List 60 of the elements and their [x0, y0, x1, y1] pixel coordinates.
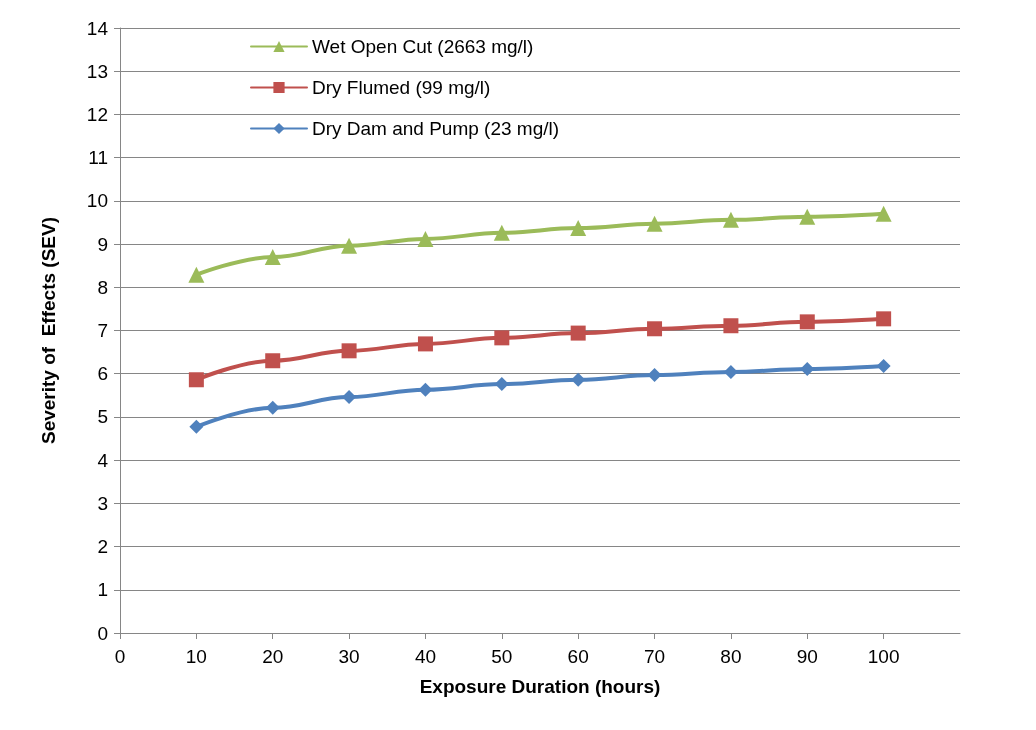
- y-tick-label: 11: [88, 147, 108, 169]
- point: [570, 220, 587, 237]
- x-tick-label: 90: [796, 646, 818, 667]
- point: [647, 368, 662, 383]
- x-tick-label: 100: [867, 646, 900, 667]
- point: [189, 419, 204, 434]
- y-tick-label: 10: [86, 190, 108, 212]
- point: [799, 208, 816, 225]
- y-tick-label: 13: [86, 60, 108, 82]
- x-tick-label: 10: [185, 646, 207, 667]
- point: [264, 249, 281, 266]
- point: [493, 224, 510, 241]
- point: [722, 211, 739, 228]
- y-tick-label: 3: [97, 492, 108, 514]
- point: [723, 318, 739, 334]
- point: [875, 205, 892, 222]
- y-tick-label: 2: [97, 536, 108, 558]
- y-tick-label: 9: [97, 233, 108, 255]
- point: [570, 325, 586, 341]
- point: [723, 364, 738, 379]
- x-tick-label: 20: [262, 646, 284, 667]
- point: [341, 237, 358, 254]
- y-tick-label: 7: [97, 320, 108, 341]
- point: [418, 382, 433, 397]
- x-tick-label: 0: [114, 646, 126, 667]
- y-tick-label: 4: [97, 449, 109, 471]
- point: [646, 215, 663, 232]
- point: [494, 377, 509, 392]
- point: [876, 358, 891, 373]
- legend-label: Wet Open Cut (2663 mg/l): [312, 36, 534, 57]
- x-tick-label: 30: [338, 646, 360, 667]
- y-axis-title: Severity of Effects (SEV): [38, 216, 59, 445]
- point: [417, 336, 433, 352]
- x-tick-label: 40: [414, 646, 437, 667]
- y-tick-label: 12: [86, 103, 108, 125]
- y-tick-label: 8: [97, 276, 108, 298]
- point: [342, 390, 357, 405]
- point: [188, 266, 205, 283]
- y-tick-label: 0: [97, 622, 108, 644]
- x-tick-label: 70: [643, 646, 666, 667]
- point: [876, 311, 892, 327]
- point: [417, 230, 434, 247]
- y-tick-label: 14: [86, 17, 109, 39]
- legend-label: Dry Dam and Pump (23 mg/l): [312, 118, 560, 139]
- point: [265, 400, 280, 415]
- point: [571, 372, 586, 387]
- point: [265, 353, 281, 369]
- x-tick-label: 50: [491, 646, 513, 667]
- x-tick-label: 60: [567, 646, 589, 667]
- y-tick-label: 1: [97, 579, 108, 601]
- point: [494, 330, 510, 346]
- x-tick-label: 80: [720, 646, 742, 667]
- x-axis-title: Exposure Duration (hours): [419, 676, 661, 697]
- point: [799, 314, 815, 330]
- legend-label: Dry Flumed (99 mg/l): [312, 77, 491, 98]
- y-tick-label: 6: [97, 363, 108, 385]
- y-tick-label: 5: [97, 406, 108, 428]
- point: [647, 321, 663, 337]
- point: [188, 372, 204, 388]
- point: [341, 343, 357, 359]
